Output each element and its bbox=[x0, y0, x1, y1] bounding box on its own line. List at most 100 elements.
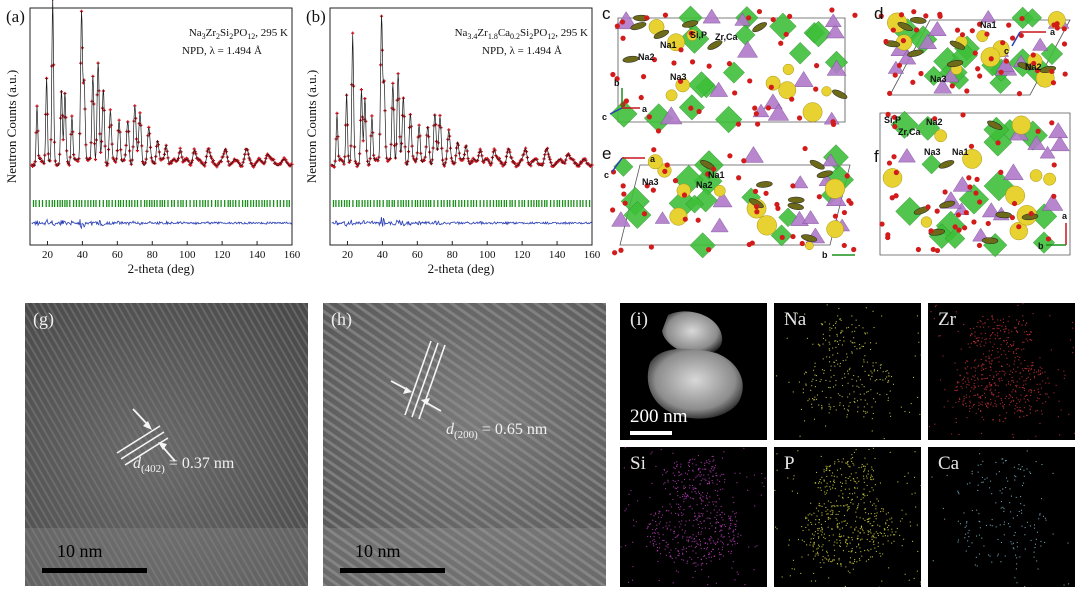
eds-dot bbox=[1031, 390, 1033, 392]
eds-dot bbox=[917, 396, 919, 398]
eds-dot bbox=[817, 529, 819, 531]
oxygen-atom bbox=[1054, 25, 1060, 31]
eds-dot bbox=[855, 520, 857, 522]
eds-dot bbox=[871, 525, 873, 527]
eds-dot bbox=[652, 519, 654, 521]
eds-dot bbox=[1039, 514, 1041, 516]
oxygen-atom bbox=[770, 16, 776, 23]
eds-dot bbox=[688, 470, 690, 472]
si-p-tetrahedron bbox=[712, 191, 733, 208]
eds-dot bbox=[955, 418, 957, 420]
eds-dot bbox=[989, 487, 991, 489]
eds-dot bbox=[991, 519, 993, 521]
panel-letter-h: (h) bbox=[331, 309, 352, 329]
eds-dot bbox=[868, 374, 870, 376]
eds-dot bbox=[703, 555, 705, 557]
oxygen-atom bbox=[969, 28, 975, 34]
eds-dot bbox=[882, 535, 884, 537]
eds-dot bbox=[959, 523, 961, 525]
eds-dot bbox=[959, 397, 961, 399]
si-p-tetrahedron bbox=[702, 8, 721, 24]
eds-dot bbox=[1037, 568, 1039, 570]
eds-dot bbox=[852, 462, 854, 464]
eds-dot bbox=[1023, 469, 1025, 471]
eds-dot bbox=[1008, 397, 1010, 399]
eds-dot bbox=[858, 386, 860, 388]
eds-dot bbox=[880, 533, 882, 535]
eds-dot bbox=[861, 463, 863, 465]
eds-dot bbox=[853, 375, 855, 377]
atom-label: Na1 bbox=[980, 20, 997, 30]
eds-dot bbox=[711, 479, 713, 481]
eds-dot bbox=[699, 515, 701, 517]
eds-dot bbox=[996, 357, 998, 359]
eds-dot bbox=[877, 500, 879, 502]
eds-dot bbox=[792, 559, 794, 561]
eds-dot bbox=[1011, 330, 1013, 332]
eds-dot bbox=[988, 383, 990, 385]
eds-dot bbox=[881, 315, 883, 317]
eds-dot bbox=[685, 498, 687, 500]
eds-dot bbox=[965, 525, 967, 527]
eds-dot bbox=[683, 487, 685, 489]
eds-dot bbox=[730, 524, 732, 526]
eds-dot bbox=[859, 517, 861, 519]
eds-dot bbox=[1042, 515, 1044, 517]
eds-dot bbox=[868, 449, 870, 451]
eds-dot bbox=[978, 408, 980, 410]
sodium-atom bbox=[782, 63, 794, 76]
eds-dot bbox=[1000, 319, 1002, 321]
eds-dot bbox=[962, 401, 964, 403]
eds-dot bbox=[853, 562, 855, 564]
eds-dot bbox=[1029, 339, 1031, 341]
eds-dot bbox=[879, 532, 881, 534]
eds-dot bbox=[998, 338, 1000, 340]
eds-dot bbox=[856, 487, 858, 489]
eds-dot bbox=[700, 461, 702, 463]
eds-dot bbox=[734, 523, 736, 525]
eds-dot bbox=[835, 500, 837, 502]
eds-dot bbox=[623, 467, 625, 469]
eds-dot bbox=[662, 534, 664, 536]
eds-dot bbox=[1003, 340, 1005, 342]
eds-map-p: P bbox=[774, 447, 921, 587]
eds-dot bbox=[979, 453, 981, 455]
eds-dot bbox=[672, 538, 674, 540]
eds-dot bbox=[699, 497, 701, 499]
si-p-tetrahedron bbox=[801, 210, 820, 224]
eds-dot bbox=[661, 514, 663, 516]
eds-dot bbox=[699, 544, 701, 546]
oxygen-atom bbox=[789, 96, 795, 102]
eds-dot bbox=[873, 327, 875, 329]
oxygen-atom bbox=[640, 74, 647, 80]
eds-dot bbox=[686, 562, 688, 564]
eds-dot bbox=[958, 401, 960, 403]
eds-dot bbox=[851, 498, 853, 500]
atom-label: Na3 bbox=[930, 74, 947, 84]
eds-dot bbox=[1024, 360, 1026, 362]
eds-dot bbox=[719, 475, 721, 477]
eds-dot bbox=[821, 526, 823, 528]
x-tick-label: 100 bbox=[179, 249, 196, 261]
eds-dot bbox=[982, 353, 984, 355]
oxygen-atom bbox=[1031, 60, 1037, 67]
eds-dot bbox=[1035, 461, 1037, 463]
eds-dot bbox=[848, 506, 850, 508]
eds-dot bbox=[1037, 397, 1039, 399]
eds-dot bbox=[656, 527, 658, 529]
eds-dot bbox=[944, 389, 946, 391]
eds-dot bbox=[986, 377, 988, 379]
eds-dot bbox=[865, 475, 867, 477]
eds-dot bbox=[870, 474, 872, 476]
oxygen-atom bbox=[1016, 91, 1023, 97]
eds-dot bbox=[979, 521, 981, 523]
eds-dot bbox=[972, 375, 974, 377]
eds-dot bbox=[969, 400, 971, 402]
eds-dot bbox=[990, 480, 992, 482]
eds-dot bbox=[978, 364, 980, 366]
eds-dot bbox=[710, 512, 712, 514]
eds-dot bbox=[715, 527, 717, 529]
eds-dot bbox=[715, 472, 717, 474]
eds-dot bbox=[817, 547, 819, 549]
eds-dot bbox=[877, 524, 879, 526]
